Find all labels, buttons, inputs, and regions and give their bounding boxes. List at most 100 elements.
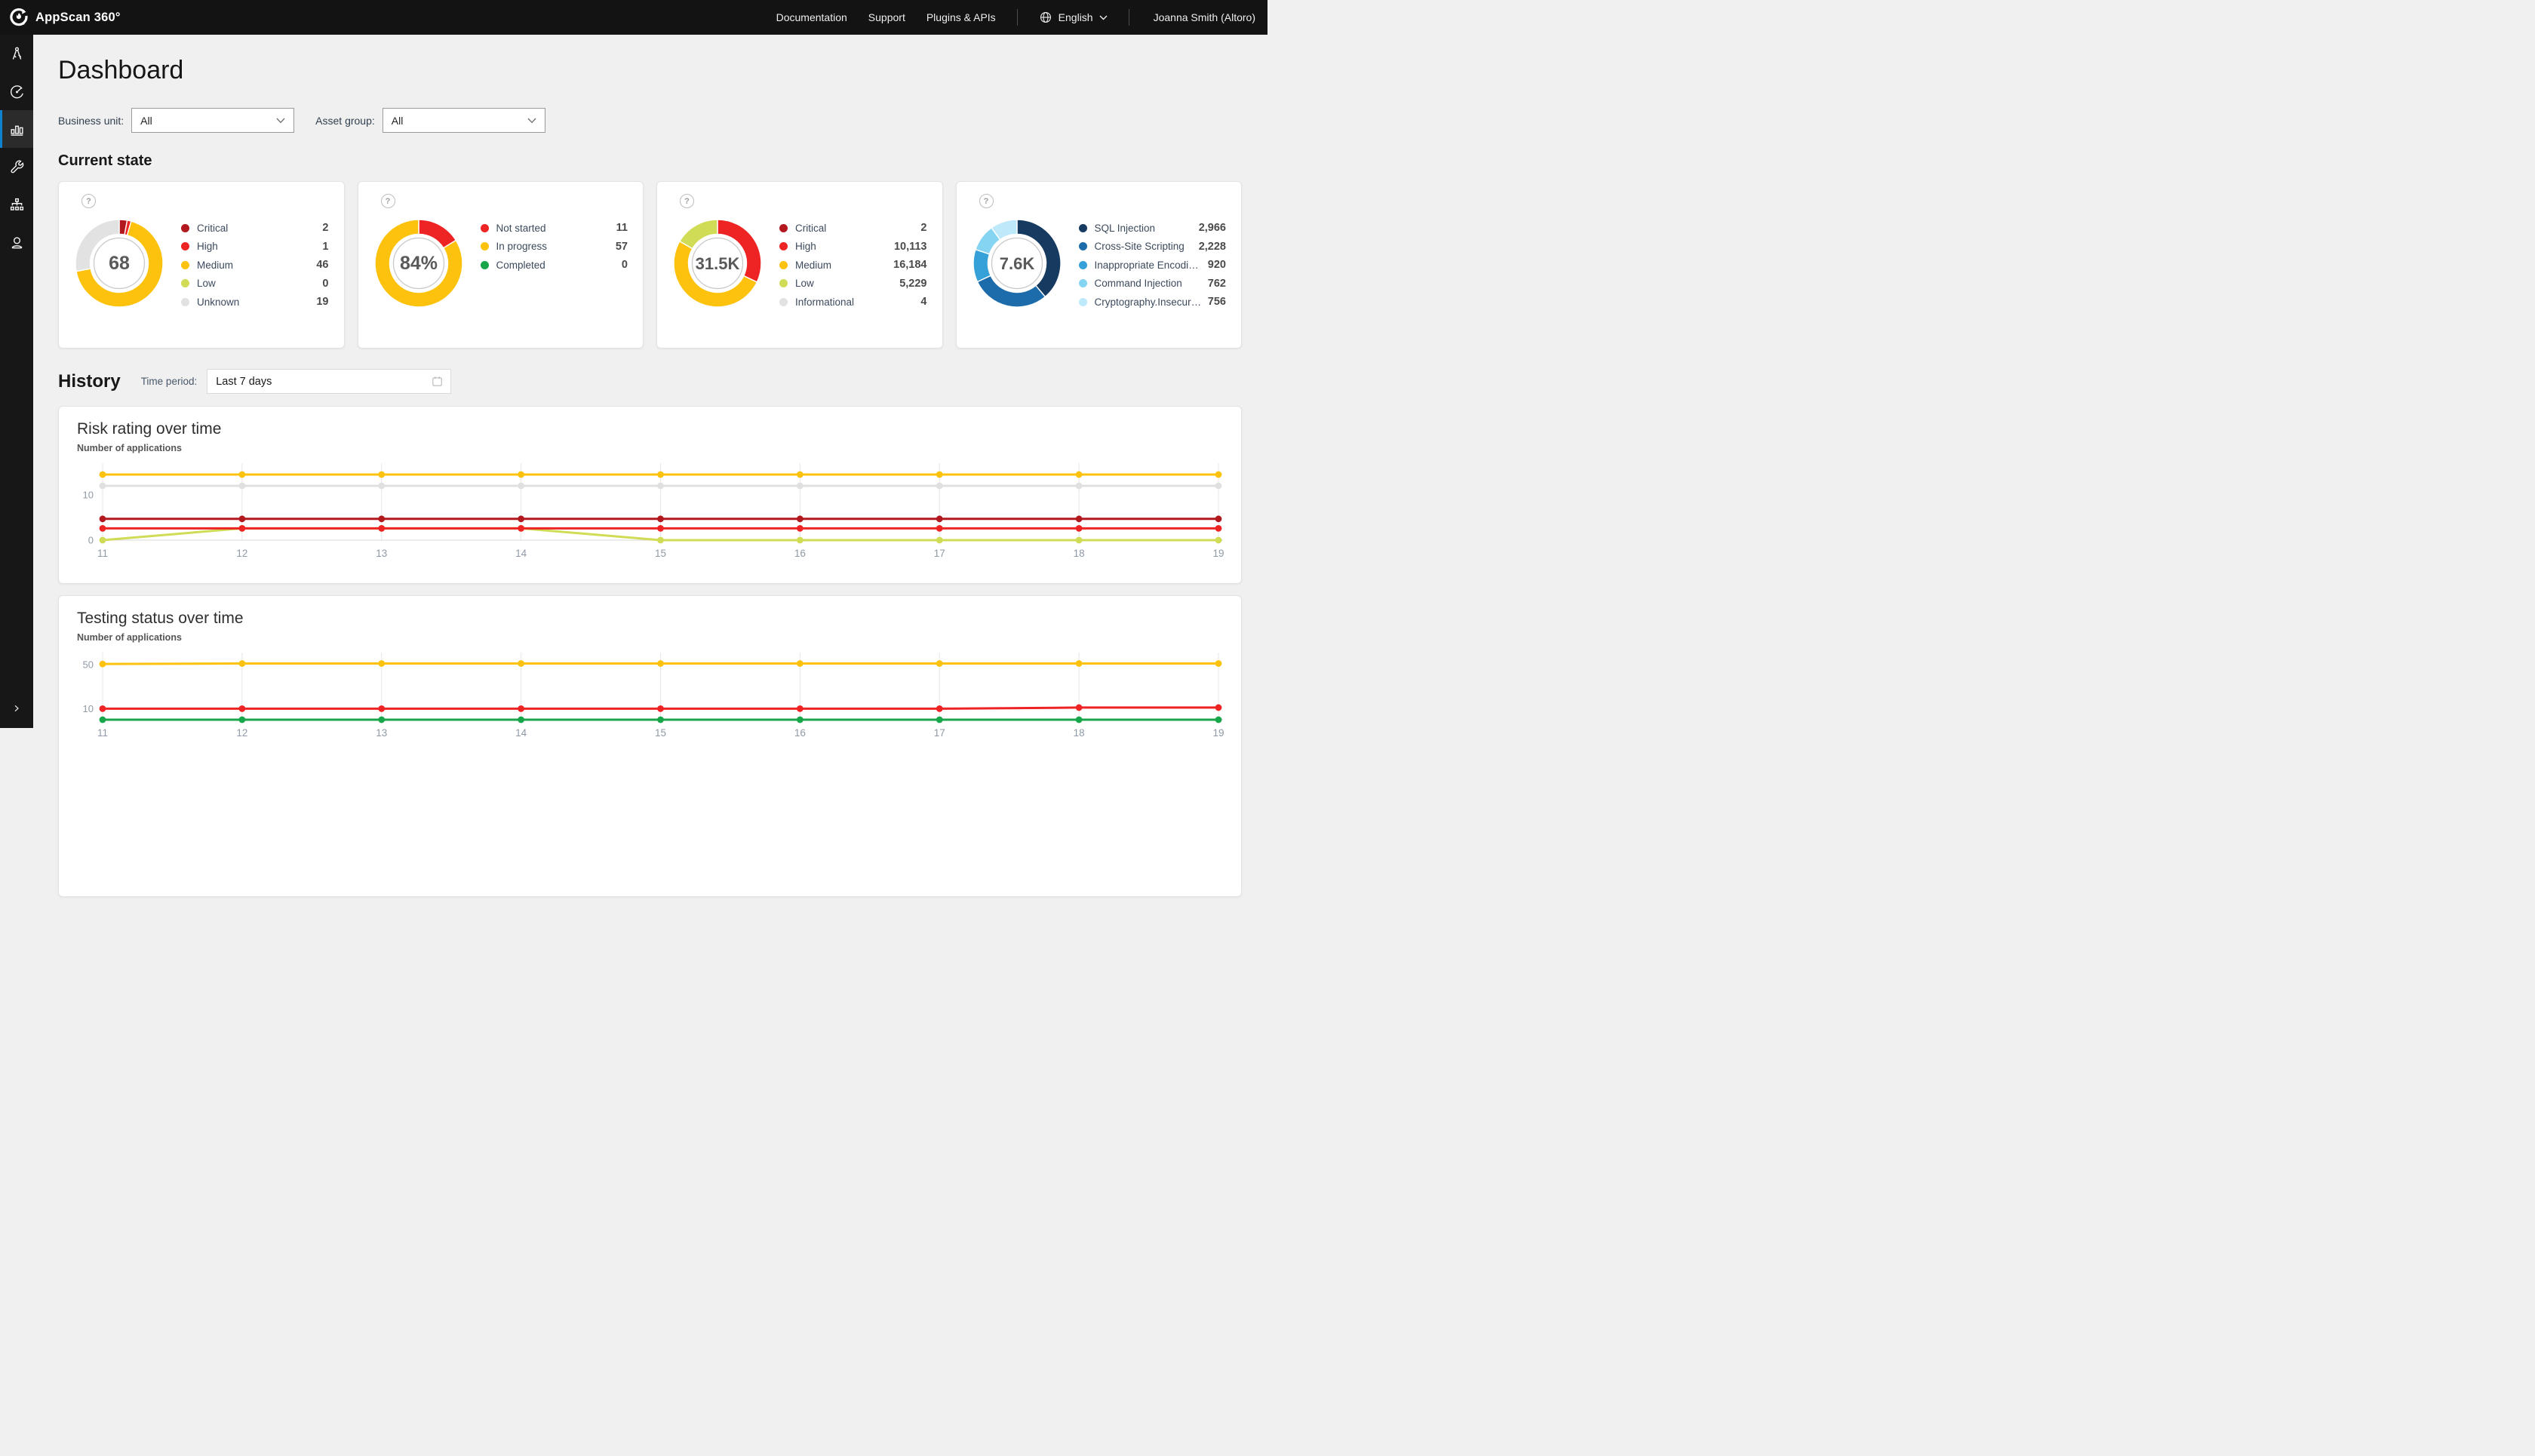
sidebar-item-hierarchy[interactable]: [0, 186, 33, 223]
legend-item: In progress 57: [480, 238, 628, 256]
data-point: [657, 660, 664, 667]
data-point: [936, 716, 943, 723]
legend-label: Unknown: [197, 296, 240, 308]
legend-label: In progress: [496, 241, 548, 253]
language-selector[interactable]: English: [1039, 11, 1108, 24]
sidebar-item-gauge[interactable]: [0, 72, 33, 110]
data-point: [378, 705, 386, 712]
business-unit-select[interactable]: All: [131, 108, 295, 133]
legend-value: 10,113: [893, 240, 927, 253]
legend-value: 46: [316, 259, 329, 272]
data-point: [238, 471, 246, 478]
data-point: [238, 515, 246, 523]
chart-y-axis-label: Number of applications: [77, 443, 182, 453]
legend-item: Critical 2: [181, 219, 329, 238]
x-tick-label: 13: [376, 548, 387, 559]
data-point: [1075, 660, 1083, 667]
data-point: [378, 525, 386, 532]
data-point: [657, 716, 664, 723]
card-common-issue-types: ? 7.6K SQL Injection 2,966 Cross-Site Script…: [955, 181, 1242, 349]
data-point: [657, 482, 664, 490]
help-icon[interactable]: ?: [680, 194, 694, 208]
x-tick-label: 18: [1074, 548, 1085, 559]
nav-divider: [1016, 9, 1018, 26]
nav-support[interactable]: Support: [868, 11, 905, 23]
legend-swatch: [480, 260, 489, 269]
card-issues: ? 31.5K Critical 2 High 10,113 Medium 16,184 Low…: [656, 181, 943, 349]
chevron-right-icon: [11, 702, 23, 714]
sidebar-item-user[interactable]: [0, 223, 33, 261]
gauge-icon: [9, 84, 25, 100]
main-content: Dashboard Business unit: All Asset group…: [33, 35, 1268, 897]
data-point: [1075, 536, 1083, 544]
help-icon[interactable]: ?: [81, 194, 96, 208]
legend-swatch: [181, 223, 189, 232]
time-period-input[interactable]: Last 7 days: [207, 369, 452, 394]
top-bar: AppScan 360° Documentation Support Plugi…: [0, 0, 1268, 35]
donut-segment-unknown: [75, 219, 120, 272]
donut-segment-cryptography-insecure-: [990, 219, 1018, 241]
data-point: [99, 716, 106, 723]
data-point: [657, 536, 664, 544]
business-unit-label: Business unit:: [58, 114, 124, 127]
card-testing-status: ? 84% Not started 11 In progress 57 Completed 0: [357, 181, 644, 349]
x-tick-label: 19: [1212, 548, 1224, 559]
data-point: [518, 471, 525, 478]
data-point: [378, 660, 386, 667]
sidebar-item-wrench[interactable]: [0, 148, 33, 186]
legend-value: 57: [615, 240, 628, 253]
asset-group-select[interactable]: All: [382, 108, 545, 133]
data-point: [936, 660, 943, 667]
donut-legend: Critical 2 High 1 Medium 46 Low 0 Unknown 19: [181, 219, 329, 312]
history-row: History Time period: Last 7 days: [58, 369, 1242, 394]
data-point: [936, 482, 943, 490]
chart-card-risk-rating-over-time: Risk rating over time Number of applicati…: [58, 406, 1242, 584]
history-charts: Risk rating over time Number of applicati…: [58, 406, 1242, 897]
data-point: [99, 482, 106, 490]
sidebar-item-compass[interactable]: [0, 35, 33, 72]
data-point: [796, 525, 804, 532]
sidebar-item-bar-chart[interactable]: [0, 110, 33, 148]
legend-swatch: [1078, 279, 1087, 288]
chart-y-axis-label: Number of applications: [77, 632, 182, 643]
legend-swatch: [1078, 260, 1087, 269]
legend-item: High 1: [181, 238, 329, 256]
donut-legend: Not started 11 In progress 57 Completed 0: [480, 219, 628, 309]
legend-label: Inappropriate Encoding...: [1094, 259, 1202, 271]
legend-item: Command Injection 762: [1078, 275, 1226, 293]
nav-documentation[interactable]: Documentation: [776, 11, 847, 23]
sidebar-expand-button[interactable]: [0, 689, 33, 728]
data-point: [936, 536, 943, 544]
data-point: [238, 660, 246, 667]
legend-value: 2: [920, 222, 927, 235]
legend-swatch: [480, 242, 489, 251]
data-point: [518, 660, 525, 667]
user-menu[interactable]: Joanna Smith (Altoro): [1153, 11, 1255, 23]
legend-label: Completed: [496, 259, 545, 271]
calendar-icon[interactable]: [431, 375, 444, 388]
data-point: [796, 471, 804, 478]
legend-value: 5,229: [899, 277, 927, 290]
donut-legend: SQL Injection 2,966 Cross-Site Scripting 2,…: [1078, 219, 1226, 312]
donut-chart: 68: [75, 219, 164, 308]
data-point: [657, 515, 664, 523]
data-point: [1215, 482, 1222, 490]
help-icon[interactable]: ?: [979, 194, 994, 208]
data-point: [238, 525, 246, 532]
data-point: [238, 482, 246, 490]
legend-item: Low 0: [181, 275, 329, 293]
donut-segment-in-progress: [373, 219, 463, 308]
data-point: [796, 515, 804, 523]
donut-inner-circle: [93, 237, 146, 290]
help-icon[interactable]: ?: [380, 194, 395, 208]
page-title: Dashboard: [58, 56, 184, 84]
legend-label: Cross-Site Scripting: [1094, 241, 1185, 253]
chart-title: Testing status over time: [77, 610, 244, 627]
nav-plugins-apis[interactable]: Plugins & APIs: [926, 11, 996, 23]
data-point: [1075, 525, 1083, 532]
data-point: [936, 515, 943, 523]
legend-item: Not started 11: [480, 219, 628, 238]
data-point: [1215, 525, 1222, 532]
data-point: [518, 716, 525, 723]
appscan-logo-icon: [9, 8, 29, 27]
